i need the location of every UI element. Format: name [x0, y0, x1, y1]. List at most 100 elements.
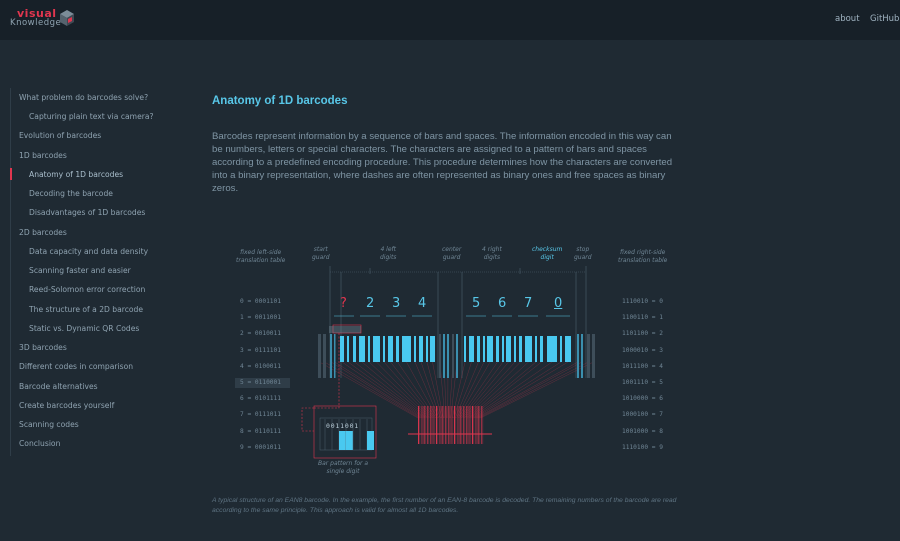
signal-bar: [427, 406, 428, 444]
barcode-bar: [373, 336, 380, 362]
fan-line: [406, 361, 438, 419]
right-table-row: 1100110 = 1: [622, 314, 663, 322]
barcode-bar: [443, 334, 445, 378]
signal-bar: [430, 406, 431, 444]
toc-item-decoding[interactable]: Decoding the barcode: [29, 189, 113, 198]
toc-item-capturing-text[interactable]: Capturing plain text via camera?: [29, 112, 154, 121]
fan-line: [478, 361, 589, 419]
toc-item-3d-barcodes[interactable]: 3D barcodes: [19, 343, 67, 352]
barcode-bar: [456, 334, 458, 378]
digit-2: 2: [366, 296, 375, 311]
signal-bar: [425, 406, 427, 444]
signal-bar: [457, 406, 458, 444]
label-right-table-text: fixed right-side translation table: [618, 249, 668, 264]
fan-line: [347, 361, 426, 419]
signal-bar: [464, 406, 466, 444]
toc-item-evolution[interactable]: Evolution of barcodes: [19, 131, 102, 140]
right-table-row: 1001110 = 5: [622, 379, 663, 386]
toc-item-data-capacity[interactable]: Data capacity and data density: [29, 247, 149, 256]
fan-line: [463, 361, 516, 419]
fan-line: [475, 361, 579, 419]
fan-line: [330, 361, 422, 419]
barcode-bar: [426, 336, 428, 362]
barcode-bar: [323, 334, 326, 378]
signal-bar: [422, 406, 424, 444]
barcode-bar: [514, 336, 516, 362]
label-center-guard-text: center guard: [442, 246, 462, 261]
signal-bar: [482, 406, 484, 444]
label-start-guard-text: start guard: [312, 246, 330, 261]
right-table-row: 1011100 = 4: [622, 362, 663, 370]
nav-about[interactable]: about: [835, 14, 860, 24]
label-right-table: fixed right-side translation table: [618, 249, 667, 264]
fan-line: [341, 361, 425, 419]
right-table-row: 1000010 = 3: [622, 346, 663, 354]
toc-item-2d-barcodes[interactable]: 2D barcodes: [19, 228, 67, 237]
signal-bar: [470, 406, 472, 444]
fan-line: [472, 361, 562, 419]
toc-item-static-dynamic[interactable]: Static vs. Dynamic QR Codes: [29, 324, 140, 333]
fan-line: [432, 361, 444, 419]
fan-line: [474, 361, 569, 419]
pattern-bits: 0011001: [326, 422, 359, 430]
fan-line: [471, 361, 553, 419]
fan-line: [383, 361, 434, 419]
brand-line-2: Knowledge: [10, 18, 62, 28]
toc-item-what-problem[interactable]: What problem do barcodes solve?: [19, 93, 149, 102]
left-table-row: 6 = 0101111: [240, 395, 281, 403]
barcode-bar: [477, 336, 480, 362]
digit-6: 6: [498, 296, 507, 311]
right-table-row: 1101100 = 2: [622, 330, 663, 338]
fan-line: [469, 361, 542, 419]
toc-item-comparison[interactable]: Different codes in comparison: [19, 362, 134, 371]
toc-item-create[interactable]: Create barcodes yourself: [19, 401, 115, 410]
fan-line: [397, 361, 437, 419]
signal-bar: [428, 406, 430, 444]
fan-line: [453, 361, 472, 419]
toc-item-disadvantages[interactable]: Disadvantages of 1D barcodes: [29, 208, 146, 217]
nav-github[interactable]: GitHub: [870, 14, 900, 24]
right-table-row: 1110100 = 9: [622, 443, 663, 451]
cube-icon: [60, 10, 74, 26]
sidebar-toc: What problem do barcodes solve? Capturin…: [10, 88, 190, 456]
left-table-row: 9 = 0001011: [240, 443, 281, 451]
fan-line: [376, 361, 432, 419]
label-right-digits: 4 right digits: [482, 246, 502, 261]
barcode-bar: [525, 336, 532, 362]
toc-item-alternatives[interactable]: Barcode alternatives: [19, 382, 98, 391]
barcode-bar: [334, 334, 336, 378]
signal-bar: [466, 406, 467, 444]
toc-item-1d-barcodes[interactable]: 1D barcodes: [19, 151, 67, 160]
toc-item-2d-structure[interactable]: The structure of a 2D barcode: [29, 305, 144, 314]
brand-line-1: visual: [17, 7, 57, 20]
barcode-bar: [577, 334, 579, 378]
barcode-bar: [452, 334, 454, 378]
barcode-bar: [464, 336, 466, 362]
toc-item-scanning-codes[interactable]: Scanning codes: [19, 420, 79, 429]
digit-5: 5: [472, 296, 481, 311]
signal-bar: [478, 406, 479, 444]
toc-item-conclusion[interactable]: Conclusion: [19, 439, 61, 448]
right-table-row: 1001000 = 8: [622, 427, 663, 435]
signal-bar: [431, 406, 433, 444]
label-right-digits-text: 4 right digits: [482, 246, 502, 261]
signal-bar: [419, 406, 421, 444]
toc-item-reed-solomon[interactable]: Reed-Solomon error correction: [29, 285, 146, 294]
signal-bar: [454, 406, 455, 444]
toc-item-scanning-faster[interactable]: Scanning faster and easier: [29, 266, 131, 275]
barcode-bar: [487, 336, 493, 362]
signal-bar: [479, 406, 481, 444]
left-table-row: 3 = 0111101: [240, 346, 281, 354]
fan-line: [450, 361, 458, 419]
right-table-row: 1000100 = 7: [622, 411, 663, 419]
left-table-row: 0 = 0001101: [240, 298, 281, 305]
fan-line: [324, 361, 420, 419]
left-table-row: 7 = 0111011: [240, 411, 281, 419]
signal-bar: [442, 406, 443, 444]
left-table-row: 4 = 0100011: [240, 362, 281, 370]
signal-bar: [439, 406, 440, 444]
toc-item-anatomy[interactable]: Anatomy of 1D barcodes: [29, 170, 124, 179]
barcode-bar: [396, 336, 399, 362]
signal-bar: [455, 406, 457, 444]
pattern-bar: [339, 431, 346, 450]
